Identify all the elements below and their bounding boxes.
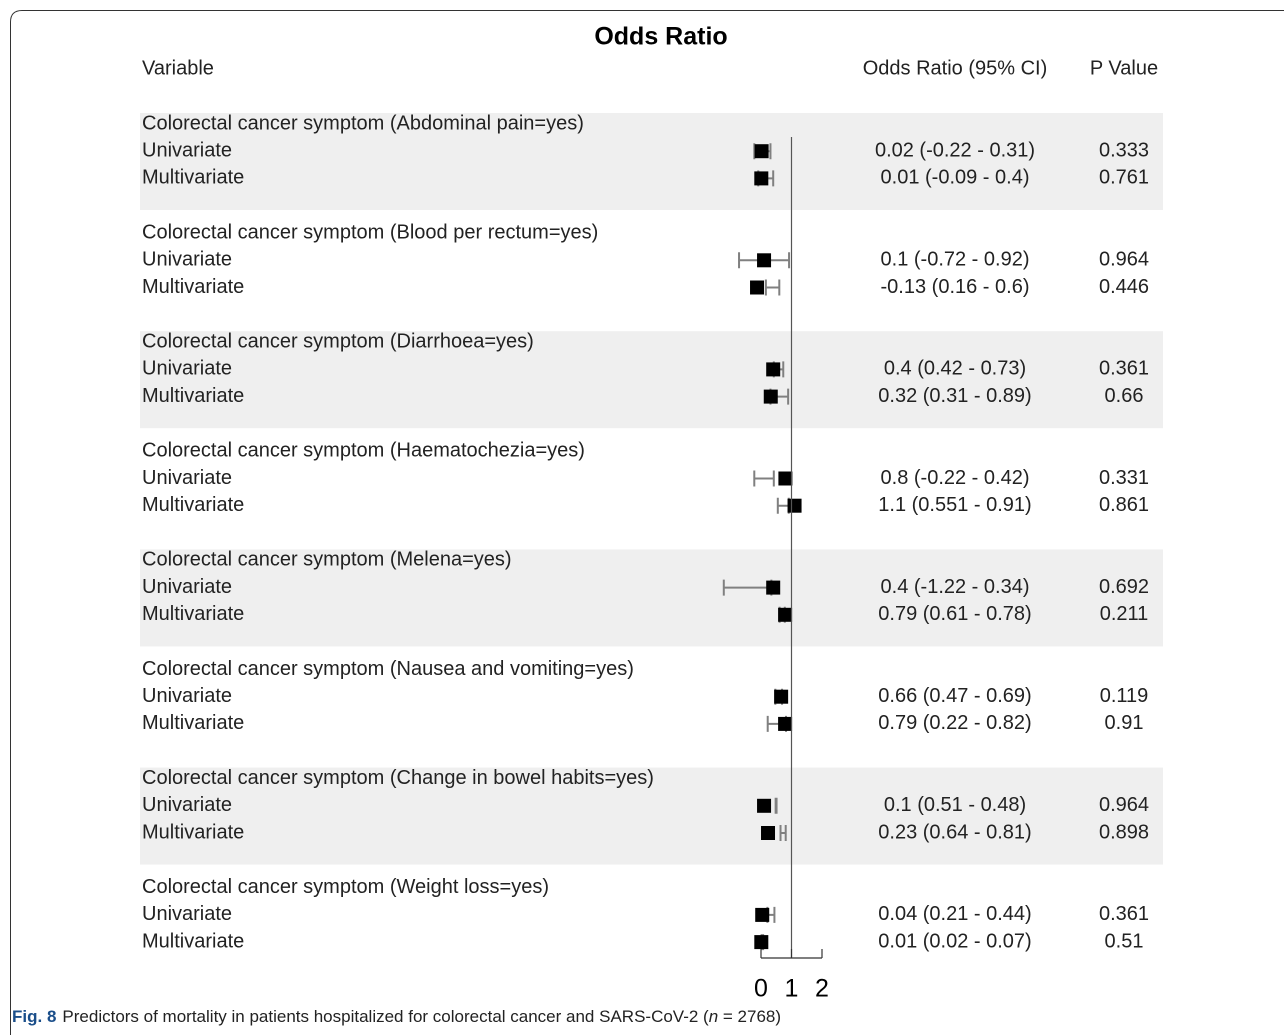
or-marker xyxy=(766,580,781,595)
row-label: Multivariate xyxy=(142,167,244,189)
x-tick-label: 2 xyxy=(815,975,829,1003)
column-header: Odds Ratio (95% CI) xyxy=(863,57,1048,79)
p-value: 0.692 xyxy=(1099,576,1149,598)
or-marker xyxy=(761,826,776,840)
row-label: Univariate xyxy=(142,139,232,161)
group-label: Colorectal cancer symptom (Nausea and vo… xyxy=(142,658,634,680)
row-band xyxy=(140,113,1163,210)
plot: Colorectal cancer symptom (Abdominal pai… xyxy=(142,112,1149,1002)
ci-whisker xyxy=(753,470,775,487)
ci-label: 0.79 (0.61 - 0.78) xyxy=(878,603,1031,625)
p-value: 0.361 xyxy=(1099,903,1149,925)
p-value: 0.66 xyxy=(1105,385,1144,407)
p-value: 0.761 xyxy=(1099,167,1149,189)
p-value: 0.51 xyxy=(1105,930,1144,952)
bands xyxy=(140,113,1163,865)
p-value: 0.361 xyxy=(1099,358,1149,380)
ci-whisker xyxy=(764,279,781,296)
or-marker xyxy=(778,716,793,731)
row-label: Multivariate xyxy=(142,385,244,407)
or-marker xyxy=(787,498,802,513)
caption-text: Predictors of mortality in patients hosp… xyxy=(62,1007,709,1026)
ci-label: 0.04 (0.21 - 0.44) xyxy=(878,903,1031,925)
or-marker xyxy=(763,389,778,404)
group-label: Colorectal cancer symptom (Melena=yes) xyxy=(142,549,512,571)
row-label: Univariate xyxy=(142,358,232,380)
or-marker xyxy=(755,907,770,922)
p-value: 0.964 xyxy=(1099,249,1149,271)
ci-label: 0.01 (0.02 - 0.07) xyxy=(878,930,1031,952)
caption-variable: n xyxy=(709,1007,718,1026)
ci-label: 0.01 (-0.09 - 0.4) xyxy=(881,167,1030,189)
p-value: 0.119 xyxy=(1100,685,1149,707)
or-marker xyxy=(754,144,769,159)
ci-whisker xyxy=(776,497,790,514)
row-band xyxy=(140,549,1163,647)
row-band xyxy=(140,331,1163,429)
ci-label: 0.79 (0.22 - 0.82) xyxy=(878,712,1031,734)
ci-label: 1.1 (0.551 - 0.91) xyxy=(878,494,1031,516)
frame xyxy=(10,10,1284,1035)
row-label: Univariate xyxy=(142,467,232,489)
p-value: 0.898 xyxy=(1099,821,1149,843)
or-marker xyxy=(754,935,769,950)
x-tick-label: 0 xyxy=(754,975,768,1003)
caption-label: Fig. 8 xyxy=(12,1007,56,1026)
group-label: Colorectal cancer symptom (Diarrhoea=yes… xyxy=(142,330,534,352)
row-label: Univariate xyxy=(142,903,232,925)
row-label: Multivariate xyxy=(142,930,244,952)
caption: Fig. 8 Predictors of mortality in patient… xyxy=(12,1007,781,1026)
ci-label: 0.23 (0.64 - 0.81) xyxy=(878,821,1031,843)
row-label: Univariate xyxy=(142,685,232,707)
group-label: Colorectal cancer symptom (Change in bow… xyxy=(142,767,654,789)
or-marker xyxy=(754,171,769,186)
column-header: Variable xyxy=(142,57,214,79)
or-marker xyxy=(750,280,765,295)
ci-label: 0.8 (-0.22 - 0.42) xyxy=(881,467,1030,489)
x-tick-label: 1 xyxy=(785,975,799,1003)
ci-label: -0.13 (0.16 - 0.6) xyxy=(881,276,1030,298)
p-value: 0.91 xyxy=(1105,712,1144,734)
column-header: P Value xyxy=(1090,57,1158,79)
ci-label: 0.1 (0.51 - 0.48) xyxy=(884,794,1026,816)
p-value: 0.211 xyxy=(1100,603,1149,625)
ci-label: 0.1 (-0.72 - 0.92) xyxy=(881,249,1030,271)
row-label: Univariate xyxy=(142,794,232,816)
row-label: Univariate xyxy=(142,576,232,598)
group-label: Colorectal cancer symptom (Weight loss=y… xyxy=(142,876,549,898)
p-value: 0.964 xyxy=(1099,794,1149,816)
row-band xyxy=(140,767,1163,865)
ci-label: 0.32 (0.31 - 0.89) xyxy=(878,385,1031,407)
or-marker xyxy=(778,471,793,486)
row-label: Multivariate xyxy=(142,603,244,625)
or-marker xyxy=(766,362,781,377)
group-label: Colorectal cancer symptom (Haematochezia… xyxy=(142,440,585,462)
row-label: Multivariate xyxy=(142,821,244,843)
chart-title: Odds Ratio xyxy=(594,23,727,51)
row-label: Univariate xyxy=(142,249,232,271)
group-label: Colorectal cancer symptom (Blood per rec… xyxy=(142,221,598,243)
ci-label: 0.66 (0.47 - 0.69) xyxy=(878,685,1031,707)
or-marker xyxy=(757,798,772,813)
ci-label: 0.4 (-1.22 - 0.34) xyxy=(881,576,1030,598)
p-value: 0.333 xyxy=(1099,139,1149,161)
p-value: 0.446 xyxy=(1099,276,1149,298)
row-label: Multivariate xyxy=(142,712,244,734)
or-marker xyxy=(757,253,772,268)
group-label: Colorectal cancer symptom (Abdominal pai… xyxy=(142,112,584,134)
ci-label: 0.02 (-0.22 - 0.31) xyxy=(875,139,1035,161)
or-marker xyxy=(774,689,789,704)
row-label: Multivariate xyxy=(142,494,244,516)
p-value: 0.331 xyxy=(1099,467,1149,489)
row-label: Multivariate xyxy=(142,276,244,298)
caption-end: = 2768) xyxy=(718,1007,781,1026)
ci-label: 0.4 (0.42 - 0.73) xyxy=(884,358,1026,380)
or-marker xyxy=(778,607,793,622)
p-value: 0.861 xyxy=(1099,494,1149,516)
ci-whisker xyxy=(774,797,778,814)
ci-whisker xyxy=(779,825,787,841)
